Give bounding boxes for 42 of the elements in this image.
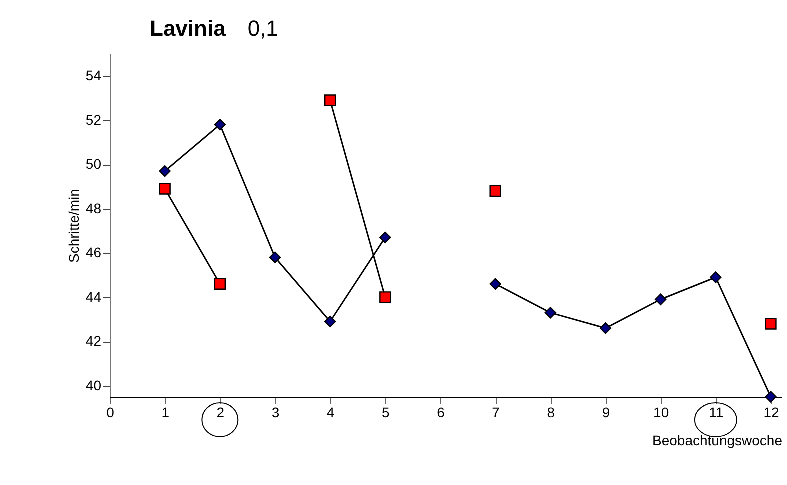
x-tick-label: 2 — [216, 404, 225, 420]
point — [765, 318, 777, 330]
point — [654, 294, 667, 306]
y-tick-label: 44 — [86, 288, 102, 305]
point — [490, 185, 502, 198]
y-tick-label: 42 — [86, 333, 102, 350]
point — [600, 322, 612, 334]
chart-title: Lavinia — [150, 16, 226, 41]
point — [269, 252, 282, 264]
y-tick-label: 52 — [86, 112, 102, 128]
x-tick-label: 1 — [162, 404, 170, 420]
point — [324, 316, 336, 328]
y-tick-label: 54 — [86, 68, 102, 84]
point — [380, 292, 392, 304]
x-tick-label: 5 — [382, 404, 390, 420]
point — [765, 391, 777, 403]
x-tick-label: 0 — [106, 404, 115, 420]
x-tick-label: 6 — [437, 404, 446, 420]
chart-subtitle: 0,1 — [248, 16, 278, 41]
point — [214, 118, 226, 131]
y-tick-label: 48 — [86, 200, 102, 216]
y-axis-title: Schritte/min — [66, 189, 82, 263]
x-axis-title: Beobachtungswoche — [652, 432, 783, 448]
x-tick-label: 9 — [602, 404, 610, 420]
point — [159, 183, 171, 195]
y-tick-label: 40 — [86, 377, 102, 394]
point — [214, 278, 226, 290]
y-tick-label: 46 — [86, 244, 102, 261]
x-tick-label: 11 — [709, 404, 724, 420]
x-tick-label: 3 — [272, 404, 280, 420]
point — [490, 278, 502, 290]
x-tick-label: 4 — [326, 404, 335, 420]
point — [544, 307, 556, 319]
x-tick-label: 8 — [547, 404, 556, 420]
point — [324, 94, 336, 106]
point — [159, 165, 171, 178]
x-tick-label: 10 — [654, 404, 670, 420]
x-tick-label: 12 — [764, 404, 780, 420]
point — [710, 272, 722, 284]
y-tick-label: 50 — [86, 156, 102, 172]
point — [380, 232, 392, 244]
x-tick-label: 7 — [492, 404, 500, 420]
